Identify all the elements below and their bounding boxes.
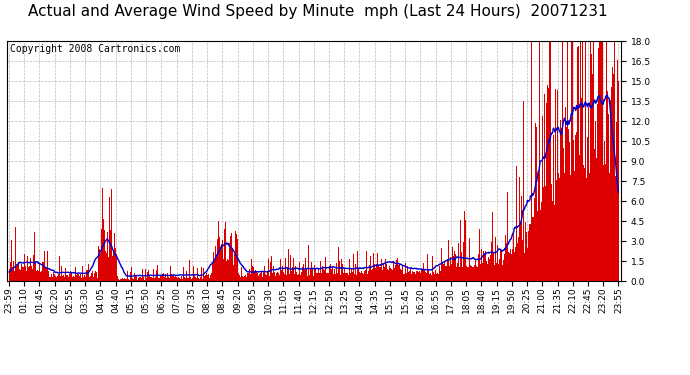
- Text: Actual and Average Wind Speed by Minute  mph (Last 24 Hours)  20071231: Actual and Average Wind Speed by Minute …: [28, 4, 607, 19]
- Text: Copyright 2008 Cartronics.com: Copyright 2008 Cartronics.com: [10, 44, 180, 54]
